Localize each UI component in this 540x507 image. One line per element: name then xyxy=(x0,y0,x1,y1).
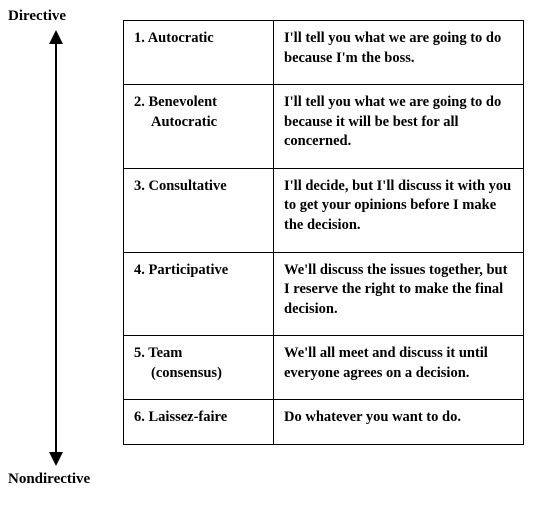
axis-bottom-label: Nondirective xyxy=(8,471,90,488)
double-arrow-icon xyxy=(46,30,66,466)
style-number: 1. xyxy=(134,30,145,46)
table-row: 2. Benevolent Autocratic I'll tell you wha… xyxy=(124,85,524,169)
style-description-cell: I'll tell you what we are going to do be… xyxy=(274,85,524,169)
style-name-line2: (consensus) xyxy=(134,364,263,384)
style-name-cell: 1. Autocratic xyxy=(124,21,274,85)
style-name: Consultative xyxy=(149,178,227,194)
table-row: 5. Team (consensus) We'll all meet and dis… xyxy=(124,336,524,400)
table-row: 3. ConsultativeI'll decide, but I'll dis… xyxy=(124,168,524,252)
style-name-line2: Autocratic xyxy=(134,113,263,133)
style-name-cell: 4. Participative xyxy=(124,252,274,336)
style-name-cell: 5. Team (consensus) xyxy=(124,336,274,400)
style-name: Team xyxy=(148,345,182,361)
styles-table: 1. AutocraticI'll tell you what we are g… xyxy=(123,20,524,445)
style-number: 3. xyxy=(134,178,145,194)
style-name: Benevolent xyxy=(149,94,217,110)
table-row: 1. AutocraticI'll tell you what we are g… xyxy=(124,21,524,85)
style-description-cell: I'll tell you what we are going to do be… xyxy=(274,21,524,85)
style-name: Participative xyxy=(149,262,229,278)
style-name-cell: 3. Consultative xyxy=(124,168,274,252)
table-row: 4. ParticipativeWe'll discuss the issues… xyxy=(124,252,524,336)
style-description-cell: I'll decide, but I'll discuss it with yo… xyxy=(274,168,524,252)
diagram-container: Directive Nondirective 1. AutocraticI'll… xyxy=(0,0,540,496)
style-description-cell: We'll discuss the issues together, but I… xyxy=(274,252,524,336)
style-name-cell: 6. Laissez-faire xyxy=(124,400,274,445)
style-number: 6. xyxy=(134,409,145,425)
table-row: 6. Laissez-faireDo whatever you want to … xyxy=(124,400,524,445)
style-description-cell: Do whatever you want to do. xyxy=(274,400,524,445)
style-name: Laissez-faire xyxy=(149,409,228,425)
style-name-cell: 2. Benevolent Autocratic xyxy=(124,85,274,169)
style-name: Autocratic xyxy=(148,30,214,46)
style-description-cell: We'll all meet and discuss it until ever… xyxy=(274,336,524,400)
axis-top-label: Directive xyxy=(8,8,66,25)
style-number: 4. xyxy=(134,262,145,278)
axis-column: Directive Nondirective xyxy=(8,8,123,488)
style-number: 5. xyxy=(134,345,145,361)
style-number: 2. xyxy=(134,94,145,110)
